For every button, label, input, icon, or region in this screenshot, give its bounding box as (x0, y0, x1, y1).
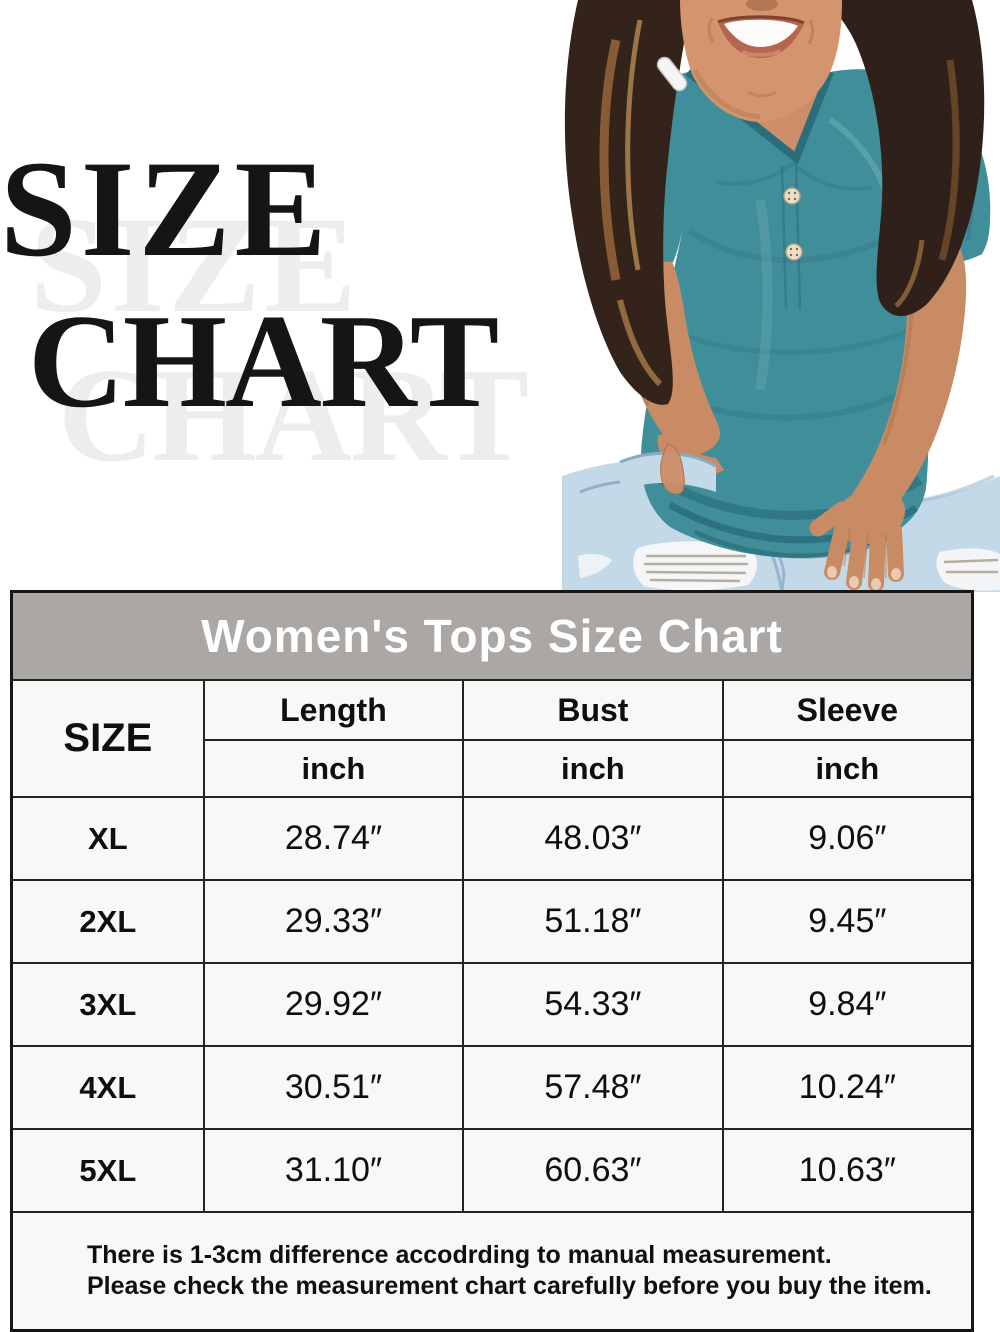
unit-row: inch inch inch (12, 739, 974, 798)
col-header-sleeve: Sleeve (721, 679, 974, 741)
bust-value: 54.33″ (462, 962, 724, 1047)
length-value: 29.33″ (202, 879, 465, 964)
smile (717, 15, 805, 58)
size-label: XL (10, 796, 205, 881)
heading-watermark-chart: CHART (58, 341, 529, 489)
note-line-2: Please check the measurement chart caref… (87, 1272, 932, 1300)
size-row-4xl: 4XL 30.51″ 57.48″ 10.24″ (10, 1045, 974, 1130)
size-label: 3XL (10, 962, 205, 1047)
size-chart-table: Women's Tops Size Chart SIZE Length Bust… (10, 590, 974, 1332)
heading-chart: CHART (28, 287, 499, 435)
model-photo (562, 0, 1000, 592)
sleeve-value: 9.06″ (721, 796, 974, 881)
sleeve-value: 10.24″ (721, 1045, 974, 1130)
heading-size: SIZE (0, 132, 331, 285)
col-header-bust: Bust (462, 679, 724, 741)
length-value: 30.51″ (202, 1045, 465, 1130)
column-header-row: SIZE Length Bust Sleeve (10, 679, 974, 798)
bust-value: 60.63″ (462, 1128, 724, 1213)
fingernails (827, 566, 901, 590)
jeans-rip-left (633, 541, 757, 591)
hair (564, 0, 985, 405)
hair-highlights (599, 19, 960, 387)
size-label: 2XL (10, 879, 205, 964)
sleeve-value: 9.45″ (721, 879, 974, 964)
button-placket (780, 161, 802, 311)
size-row-2xl: 2XL 29.33″ 51.18″ 9.45″ (10, 879, 974, 964)
smile-creases (707, 17, 814, 45)
sleeve-value: 10.63″ (721, 1128, 974, 1213)
length-value: 31.10″ (202, 1128, 465, 1213)
unit-length: inch (202, 739, 465, 798)
length-value: 28.74″ (202, 796, 465, 881)
jeans-rip-right (936, 548, 1000, 591)
size-row-xl: XL 28.74″ 48.03″ 9.06″ (10, 796, 974, 881)
col-header-length: Length (202, 679, 465, 741)
face (680, 0, 842, 122)
table-title: Women's Tops Size Chart (10, 590, 974, 681)
bust-value: 57.48″ (462, 1045, 724, 1130)
sleeve-value: 9.84″ (721, 962, 974, 1047)
right-arm (809, 248, 967, 592)
jeans-rip-small (578, 553, 612, 578)
hair-clip (656, 56, 688, 92)
col-header-size: SIZE (10, 679, 205, 798)
thumb (660, 443, 685, 495)
unit-bust: inch (462, 739, 724, 798)
chin-crease (747, 90, 777, 98)
measurement-notes: There is 1-3cm difference accodrding to … (10, 1211, 974, 1332)
shirt-buttons (783, 187, 803, 261)
notes-row: There is 1-3cm difference accodrding to … (10, 1211, 974, 1332)
bust-value: 51.18″ (462, 879, 724, 964)
table-title-row: Women's Tops Size Chart (10, 590, 974, 681)
heading-watermark-size: SIZE (30, 188, 361, 341)
note-line-1: There is 1-3cm difference accodrding to … (87, 1241, 832, 1269)
size-row-5xl: 5XL 31.10″ 60.63″ 10.63″ (10, 1128, 974, 1213)
nose-shadow (746, 0, 778, 11)
unit-sleeve: inch (721, 739, 974, 798)
size-label: 4XL (10, 1045, 205, 1130)
length-value: 29.92″ (202, 962, 465, 1047)
size-label: 5XL (10, 1128, 205, 1213)
size-row-3xl: 3XL 29.92″ 54.33″ 9.84″ (10, 962, 974, 1047)
bust-value: 48.03″ (462, 796, 724, 881)
fingers (824, 522, 904, 592)
